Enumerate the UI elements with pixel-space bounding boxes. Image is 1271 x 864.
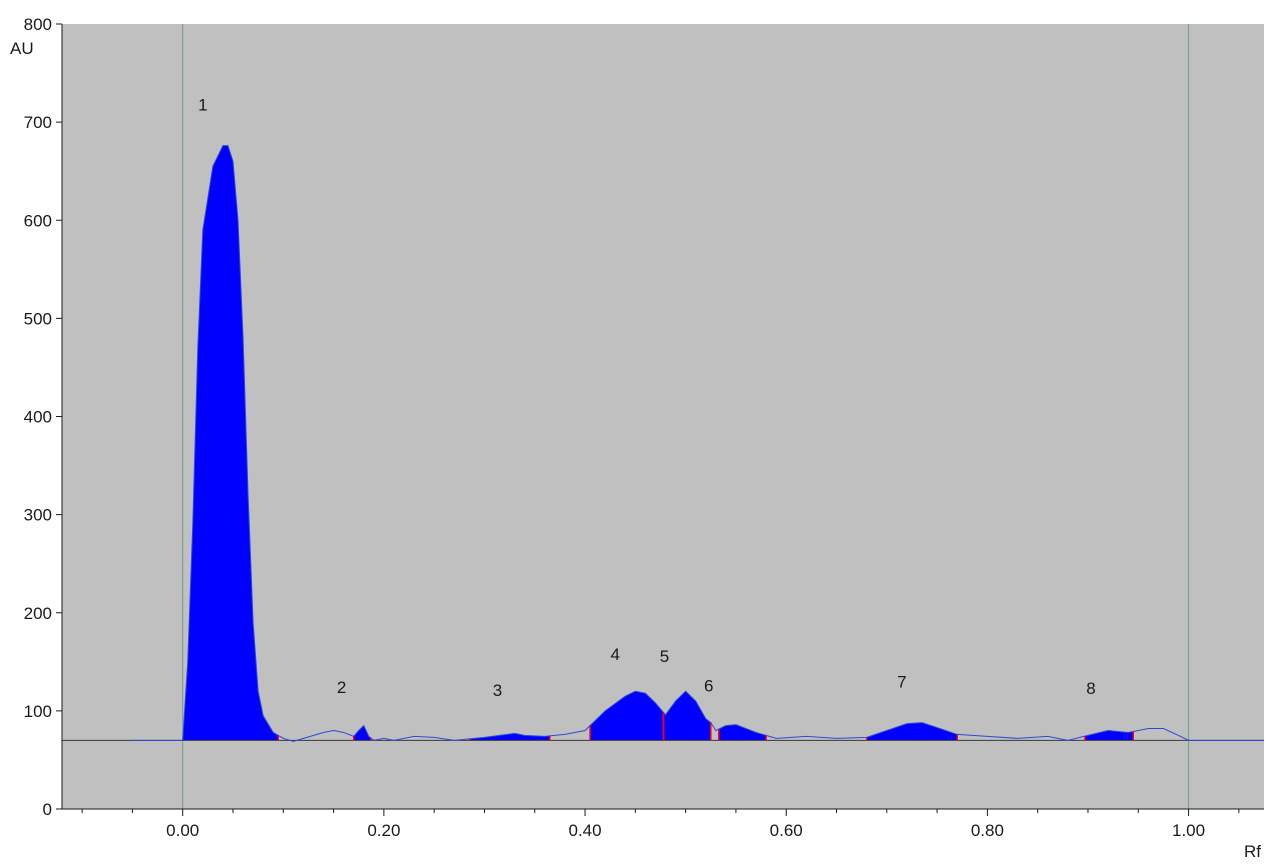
peak-boundaries xyxy=(277,712,1134,741)
x-tick-label-0.80: 0.80 xyxy=(971,821,1004,840)
peak-label-4: 4 xyxy=(610,645,619,664)
y-tick-label-600: 600 xyxy=(24,211,52,230)
y-tick-label-300: 300 xyxy=(24,506,52,525)
y-ticks: 0 100 200 300 400 500 600 700 800 xyxy=(24,15,62,819)
peak-fill-3 xyxy=(469,733,550,741)
x-tick-label-1.00: 1.00 xyxy=(1172,821,1205,840)
y-tick-label-400: 400 xyxy=(24,408,52,427)
x-ticks: 0.00 0.20 0.40 0.60 0.80 1.00 xyxy=(81,809,1240,840)
peak-fill-8 xyxy=(1084,730,1134,741)
peak-label-1: 1 xyxy=(198,95,207,114)
peak-fill-5 xyxy=(663,691,711,741)
peak-label-6: 6 xyxy=(704,676,713,695)
y-tick-label-800: 800 xyxy=(24,15,52,34)
plot-area xyxy=(62,24,1264,809)
y-tick-label-700: 700 xyxy=(24,113,52,132)
x-tick-label-0.00: 0.00 xyxy=(166,821,199,840)
x-tick-label-0.60: 0.60 xyxy=(770,821,803,840)
peak-label-8: 8 xyxy=(1086,679,1095,698)
peak-fill-1 xyxy=(182,145,279,741)
peak-label-2: 2 xyxy=(337,678,346,697)
y-tick-label-0: 0 xyxy=(43,800,52,819)
peak-label-5: 5 xyxy=(660,647,669,666)
peak-labels: 1 2 3 4 5 6 7 8 xyxy=(198,95,1096,700)
x-axis-label: Rf xyxy=(1244,842,1261,861)
y-axis-label: AU xyxy=(10,39,34,58)
x-tick-label-0.40: 0.40 xyxy=(568,821,601,840)
y-tick-label-500: 500 xyxy=(24,309,52,328)
peak-fill-6 xyxy=(718,724,767,741)
peak-label-7: 7 xyxy=(897,672,906,691)
y-tick-label-200: 200 xyxy=(24,604,52,623)
peak-fill-2 xyxy=(353,725,371,741)
y-tick-label-100: 100 xyxy=(24,702,52,721)
scan-trace-line xyxy=(132,145,1264,742)
peak-label-3: 3 xyxy=(493,681,502,700)
vertical-markers xyxy=(182,24,1190,809)
peak-fill-4 xyxy=(590,691,664,741)
x-tick-label-0.20: 0.20 xyxy=(367,821,400,840)
